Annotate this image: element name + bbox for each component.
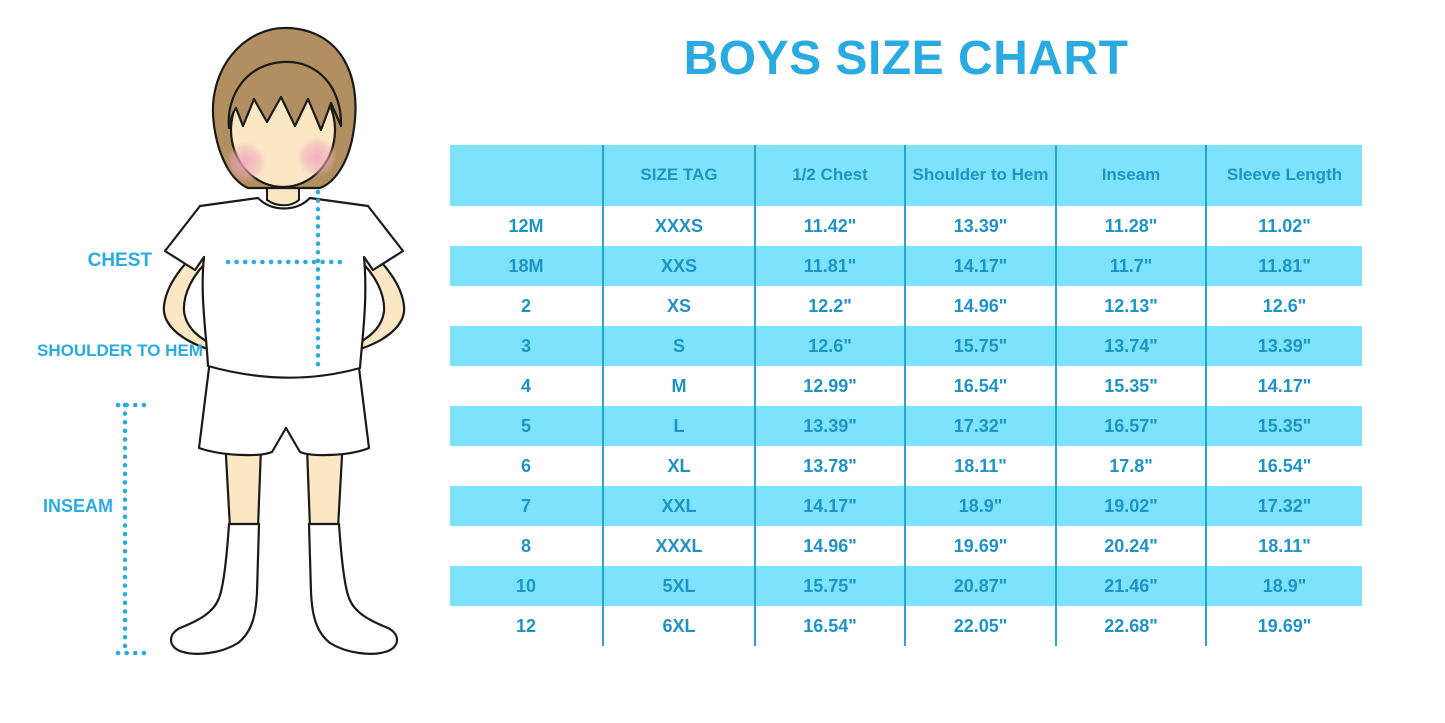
measurement-cell: 18.9"	[1206, 566, 1362, 606]
size-cell: 8	[450, 526, 604, 566]
measurement-cell: XS	[603, 286, 756, 326]
measurement-cell: S	[603, 326, 756, 366]
measurement-cell: 17.8"	[1056, 446, 1207, 486]
table-row: 12M XXXS 11.42" 13.39" 11.28" 11.02"	[450, 206, 1362, 246]
table-row: 6 XL 13.78" 18.11" 17.8" 16.54"	[450, 446, 1362, 486]
measurement-cell: XXS	[603, 246, 756, 286]
size-cell: 4	[450, 366, 604, 406]
shoulder-to-hem-label: SHOULDER TO HEM	[37, 341, 203, 360]
hair-fringe	[227, 60, 343, 132]
measurement-cell: 12.2"	[755, 286, 906, 326]
size-cell: 10	[450, 566, 604, 606]
measurement-cell: 12.99"	[755, 366, 906, 406]
table-row: 2 XS 12.2" 14.96" 12.13" 12.6"	[450, 286, 1362, 326]
table-row: 4 M 12.99" 16.54" 15.35" 14.17"	[450, 366, 1362, 406]
measurement-cell: XXL	[603, 486, 756, 526]
size-cell: 18M	[450, 246, 604, 286]
header-size	[450, 145, 604, 206]
header-sleeve-length: Sleeve Length	[1206, 145, 1362, 206]
measurement-cell: 18.11"	[1258, 535, 1311, 556]
measurement-cell: 15.75"	[905, 326, 1057, 366]
measurement-cell: 13.39"	[905, 206, 1057, 246]
measurement-cell: 13.74"	[1056, 326, 1207, 366]
measurement-cell: 19.02"	[1056, 486, 1207, 526]
measurement-cell: 18.9"	[905, 486, 1057, 526]
socks	[169, 522, 399, 655]
measurement-cell: 21.46"	[1056, 566, 1207, 606]
measurement-cell: 20.24"	[1056, 526, 1207, 566]
measurement-cell: 13.39"	[1206, 326, 1362, 366]
measurement-cell: 22.05"	[905, 606, 1057, 646]
blush-left-cheek	[226, 142, 266, 182]
measurement-cell: 11.42"	[755, 206, 906, 246]
measurement-cell: 15.35"	[1206, 406, 1362, 446]
measurement-cell: 11.28"	[1056, 206, 1207, 246]
measurement-cell: XXXL	[603, 526, 756, 566]
measurement-cell: 16.57"	[1056, 406, 1207, 446]
measurement-cell: 12.6"	[1262, 295, 1307, 316]
measurement-cell: 16.54"	[905, 366, 1057, 406]
measurement-cell: 16.54"	[1257, 455, 1312, 476]
size-table: SIZE TAG 1/2 Chest Shoulder to Hem Insea…	[450, 145, 1362, 646]
measurement-cell: 16.54"	[755, 606, 906, 646]
measurement-cell: L	[603, 406, 756, 446]
measurement-cell: 17.32"	[905, 406, 1057, 446]
table-row: 7 XXL 14.17" 18.9" 19.02" 17.32"	[450, 486, 1362, 526]
measurement-cell: 14.17"	[905, 246, 1057, 286]
measurement-cell: 22.68"	[1056, 606, 1207, 646]
inseam-label: INSEAM	[42, 496, 113, 516]
size-table-body: 12M XXXS 11.42" 13.39" 11.28" 11.02" 18M XXS 11.…	[450, 206, 1362, 646]
tshirt	[163, 196, 405, 379]
page-title: BOYS SIZE CHART	[683, 32, 1129, 85]
table-row: 18M XXS 11.81" 14.17" 11.7" 11.81"	[450, 246, 1362, 286]
measurement-cell: 11.81"	[1206, 246, 1362, 286]
measurement-cell: 11.02"	[1258, 215, 1311, 236]
table-row: 10 5XL 15.75" 20.87" 21.46" 18.9"	[450, 566, 1362, 606]
boy-illustration	[115, 26, 406, 656]
measurement-cell: 15.35"	[1056, 366, 1207, 406]
header-half-chest: 1/2 Chest	[755, 145, 906, 206]
measurement-cell: M	[603, 366, 756, 406]
table-row: 12 6XL 16.54" 22.05" 22.68" 19.69"	[450, 606, 1362, 646]
size-cell: 2	[450, 286, 604, 326]
measurement-cell: 13.78"	[755, 446, 906, 486]
shorts	[197, 358, 371, 457]
header-shoulder-to-hem: Shoulder to Hem	[905, 145, 1057, 206]
measurement-cell: 5XL	[603, 566, 756, 606]
measurement-cell: 11.7"	[1056, 246, 1207, 286]
measurement-cell: 12.13"	[1056, 286, 1207, 326]
header-inseam: Inseam	[1056, 145, 1207, 206]
measurement-cell: 13.39"	[755, 406, 906, 446]
measurement-cell: 11.81"	[755, 246, 906, 286]
measurement-cell: XL	[603, 446, 756, 486]
blush-right-cheek	[297, 137, 337, 177]
size-cell: 12M	[450, 206, 604, 246]
table-header-row: SIZE TAG 1/2 Chest Shoulder to Hem Insea…	[450, 145, 1362, 206]
size-cell: 7	[450, 486, 604, 526]
table-row: 3 S 12.6" 15.75" 13.74" 13.39"	[450, 326, 1362, 366]
measurement-cell: 17.32"	[1206, 486, 1362, 526]
measurement-cell: 14.17"	[755, 486, 906, 526]
header-size-tag: SIZE TAG	[603, 145, 756, 206]
measurement-cell: 15.75"	[755, 566, 906, 606]
measurement-cell: 14.17"	[1257, 375, 1312, 396]
measurement-cell: 20.87"	[905, 566, 1057, 606]
size-cell: 6	[450, 446, 604, 486]
chest-label: CHEST	[87, 250, 152, 271]
measurement-cell: 19.69"	[905, 526, 1057, 566]
measurement-cell: 12.6"	[755, 326, 906, 366]
measurement-cell: 6XL	[603, 606, 756, 646]
boy-measurement-figure: CHEST SHOULDER TO HEM INSEAM	[0, 0, 450, 723]
table-row: 5 L 13.39" 17.32" 16.57" 15.35"	[450, 406, 1362, 446]
size-cell: 3	[450, 326, 604, 366]
size-cell: 5	[450, 406, 604, 446]
measurement-cell: 14.96"	[755, 526, 906, 566]
measurement-cell: 14.96"	[905, 286, 1057, 326]
size-cell: 12	[450, 606, 604, 646]
measurement-cell: 18.11"	[905, 446, 1057, 486]
table-row: 8 XXXL 14.96" 19.69" 20.24" 18.11"	[450, 526, 1362, 566]
measurement-cell: 19.69"	[1257, 615, 1312, 636]
measurement-cell: XXXS	[603, 206, 756, 246]
